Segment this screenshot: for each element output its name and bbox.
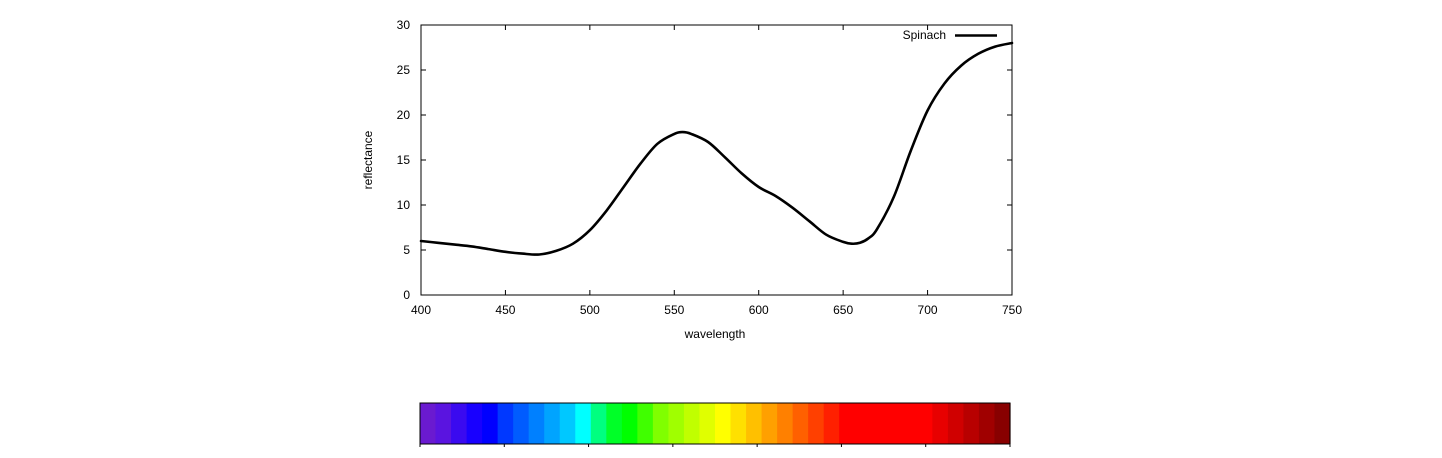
spectrum-segment [559,403,576,444]
x-tick-label: 500 [580,303,600,317]
spectrum-segment [870,403,887,444]
y-tick-label: 10 [397,198,411,212]
spectrum-segment [715,403,732,444]
spectrum-segment [746,403,763,444]
spectrum-segment [513,403,530,444]
spectrum-segment [699,403,716,444]
spectrum-segment [482,403,499,444]
x-tick-label: 650 [833,303,853,317]
x-tick-label: 750 [1002,303,1022,317]
spectrum-bar [419,402,1011,447]
y-tick-label: 5 [403,243,410,257]
spectrum-segment [730,403,747,444]
legend-label: Spinach [903,28,946,42]
spectrum-segment [668,403,685,444]
spectrum-frame [419,402,1011,445]
spectrum-segment [808,403,825,444]
plot-layer: 400 450 500 550 600 650 700 750 0 5 10 15 20 25 30 [397,18,1023,317]
x-tick-label: 550 [664,303,684,317]
spectrum-segment [466,403,483,444]
y-tick-label: 0 [403,288,410,302]
y-axis-label: reflectance [361,130,375,189]
spectrum-segment [916,403,933,444]
y-tick-label: 20 [397,108,411,122]
y-tick-label: 25 [397,63,411,77]
spectrum-segment [777,403,794,444]
x-axis-label: wavelength [684,327,746,341]
spectrum-segment [963,403,980,444]
spectrum-segment [497,403,514,444]
spectrum-segment [575,403,592,444]
y-tick-label: 15 [397,153,411,167]
x-tick-label: 450 [495,303,515,317]
spectrum-segment [621,403,638,444]
spectrum-segment [606,403,623,444]
spectrum-segment [854,403,871,444]
spectrum-segment [901,403,918,444]
spectrum-segment [544,403,561,444]
plot-frame [420,24,1013,296]
x-tick-label: 700 [918,303,938,317]
y-tick-label: 30 [397,18,411,32]
spectrum-segment [839,403,856,444]
spectrum-segment [652,403,670,444]
spectrum-segment [590,403,607,444]
x-tick-label: 600 [749,303,769,317]
spectrum-segment [823,403,840,444]
spectrum-segment [683,403,701,444]
spectrum-segment [451,403,468,444]
spectrum-segment [792,403,809,444]
x-tick-label: 400 [411,303,431,317]
spectrum-segment [435,403,452,444]
spectrum-segment [885,403,902,444]
spectrum-segment [420,403,437,444]
spectrum-segment [978,403,996,444]
spectrum-segment [947,403,965,444]
spectrum-segment [994,403,1011,444]
series-line-0 [419,41,1014,256]
spectrum-segment [528,403,545,444]
spectrum-segment [932,403,949,444]
spectrum-segment [637,403,654,444]
spectrum-segment [761,403,778,444]
